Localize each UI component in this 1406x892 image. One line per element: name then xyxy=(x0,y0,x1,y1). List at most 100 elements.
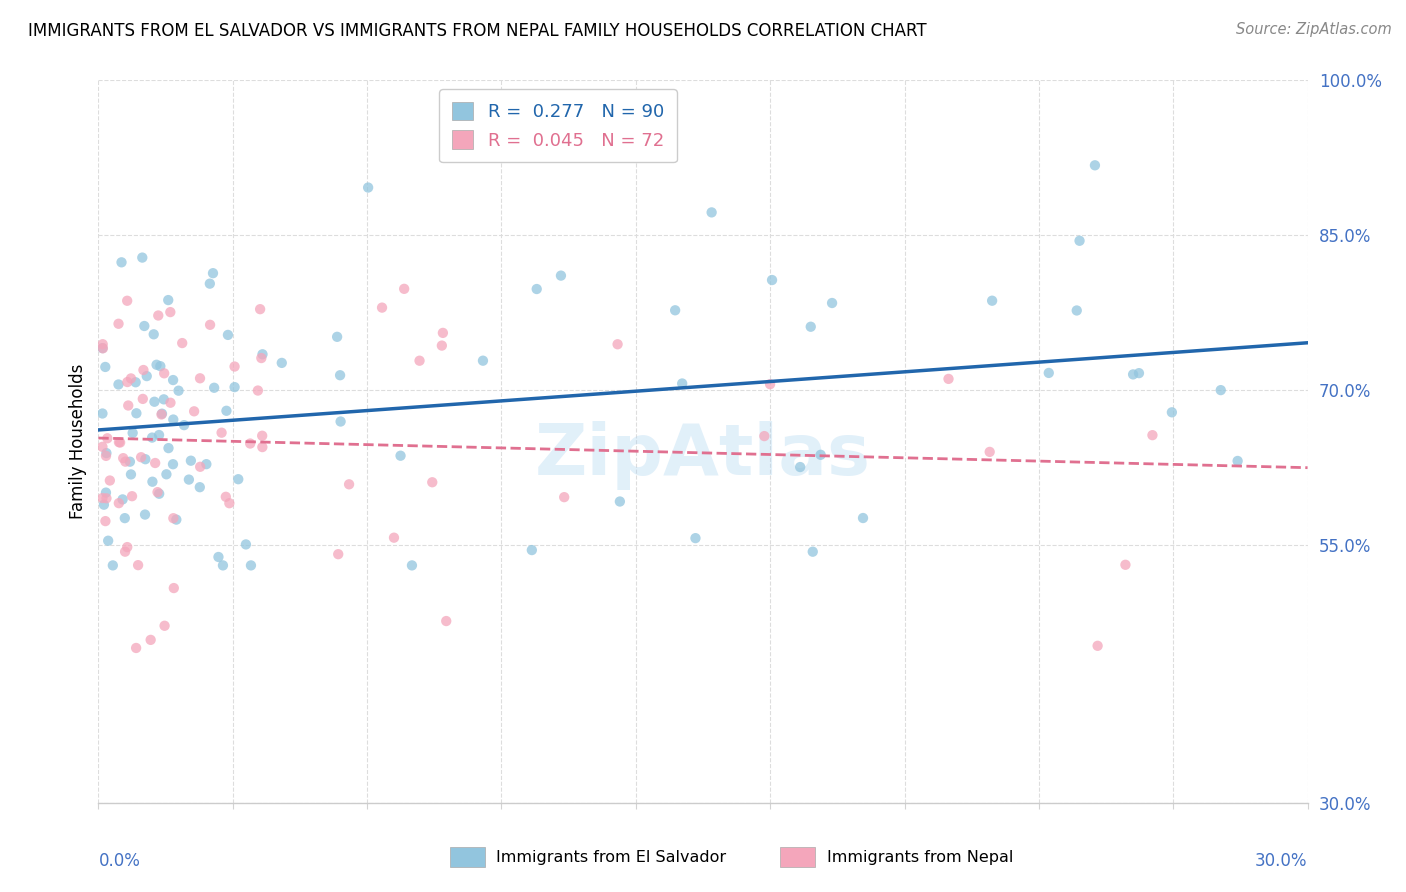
Point xyxy=(207,549,229,564)
Point xyxy=(127,558,149,573)
Point xyxy=(700,205,723,219)
Point xyxy=(226,472,249,486)
Point xyxy=(98,474,121,488)
Text: 0.0%: 0.0% xyxy=(98,852,141,870)
Point xyxy=(177,473,200,487)
Point xyxy=(132,363,155,377)
Point xyxy=(94,359,117,374)
Point xyxy=(108,435,131,450)
Point xyxy=(150,407,173,421)
Point xyxy=(114,511,136,525)
Point xyxy=(91,440,114,454)
Point xyxy=(91,337,114,351)
Point xyxy=(1160,405,1182,419)
Point xyxy=(108,496,131,510)
Point xyxy=(382,531,405,545)
Point xyxy=(141,475,163,489)
Point xyxy=(94,514,117,528)
Text: Immigrants from Nepal: Immigrants from Nepal xyxy=(827,850,1014,864)
Point xyxy=(1066,303,1088,318)
Point xyxy=(155,467,177,482)
Point xyxy=(553,490,575,504)
Point xyxy=(180,453,202,467)
Point xyxy=(224,359,246,374)
Point xyxy=(135,369,157,384)
Point xyxy=(212,558,235,573)
Text: 30.0%: 30.0% xyxy=(1256,852,1308,870)
Point xyxy=(149,359,172,374)
Point xyxy=(401,558,423,573)
Point xyxy=(852,511,875,525)
Point xyxy=(172,336,194,351)
Point xyxy=(202,381,225,395)
Point xyxy=(664,303,686,318)
Point xyxy=(1087,639,1109,653)
Point xyxy=(91,341,114,355)
Point xyxy=(120,371,142,385)
Point xyxy=(938,372,960,386)
Point xyxy=(759,377,782,392)
Point xyxy=(392,282,415,296)
Point xyxy=(162,373,184,387)
Point xyxy=(132,392,155,406)
Point xyxy=(114,455,136,469)
Point xyxy=(408,353,430,368)
Point xyxy=(420,475,443,490)
Point xyxy=(329,415,352,429)
Point xyxy=(188,371,211,385)
Point xyxy=(329,368,352,383)
Point xyxy=(107,377,129,392)
Point xyxy=(91,407,114,421)
Point xyxy=(163,581,186,595)
Point xyxy=(1114,558,1136,572)
Point xyxy=(124,376,146,390)
Point xyxy=(173,418,195,433)
Point xyxy=(609,494,631,508)
Point xyxy=(250,351,273,365)
Point xyxy=(337,477,360,491)
Point xyxy=(91,491,114,505)
Point xyxy=(270,356,292,370)
Point xyxy=(606,337,628,351)
Point xyxy=(162,457,184,471)
Point xyxy=(252,347,274,361)
Point xyxy=(1122,368,1144,382)
Point xyxy=(115,293,138,308)
Point xyxy=(1142,428,1164,442)
Point xyxy=(91,341,114,355)
Point xyxy=(167,384,190,398)
Point xyxy=(371,301,394,315)
Point xyxy=(94,485,117,500)
Point xyxy=(117,375,139,389)
Legend: R =  0.277   N = 90, R =  0.045   N = 72: R = 0.277 N = 90, R = 0.045 N = 72 xyxy=(439,89,676,162)
Point xyxy=(101,558,124,573)
Point xyxy=(157,293,180,307)
Point xyxy=(96,431,118,445)
Point xyxy=(685,531,707,545)
Point xyxy=(471,353,494,368)
Point xyxy=(198,318,221,332)
Point xyxy=(201,266,224,280)
Point xyxy=(252,440,274,454)
Point xyxy=(121,425,143,440)
Point xyxy=(146,485,169,500)
Point xyxy=(754,429,776,443)
Point xyxy=(218,496,240,510)
Point xyxy=(198,277,221,291)
Point xyxy=(1038,366,1060,380)
Point xyxy=(249,302,271,317)
Point xyxy=(107,317,129,331)
Point xyxy=(118,455,141,469)
Point xyxy=(328,547,350,561)
Point xyxy=(1209,383,1232,397)
Point xyxy=(120,467,142,482)
Point xyxy=(139,632,162,647)
Point xyxy=(1128,366,1150,380)
Point xyxy=(117,399,139,413)
Point xyxy=(94,449,117,463)
Point xyxy=(125,406,148,420)
Point xyxy=(159,305,181,319)
Point xyxy=(165,513,187,527)
Point xyxy=(211,425,233,440)
Point xyxy=(550,268,572,283)
